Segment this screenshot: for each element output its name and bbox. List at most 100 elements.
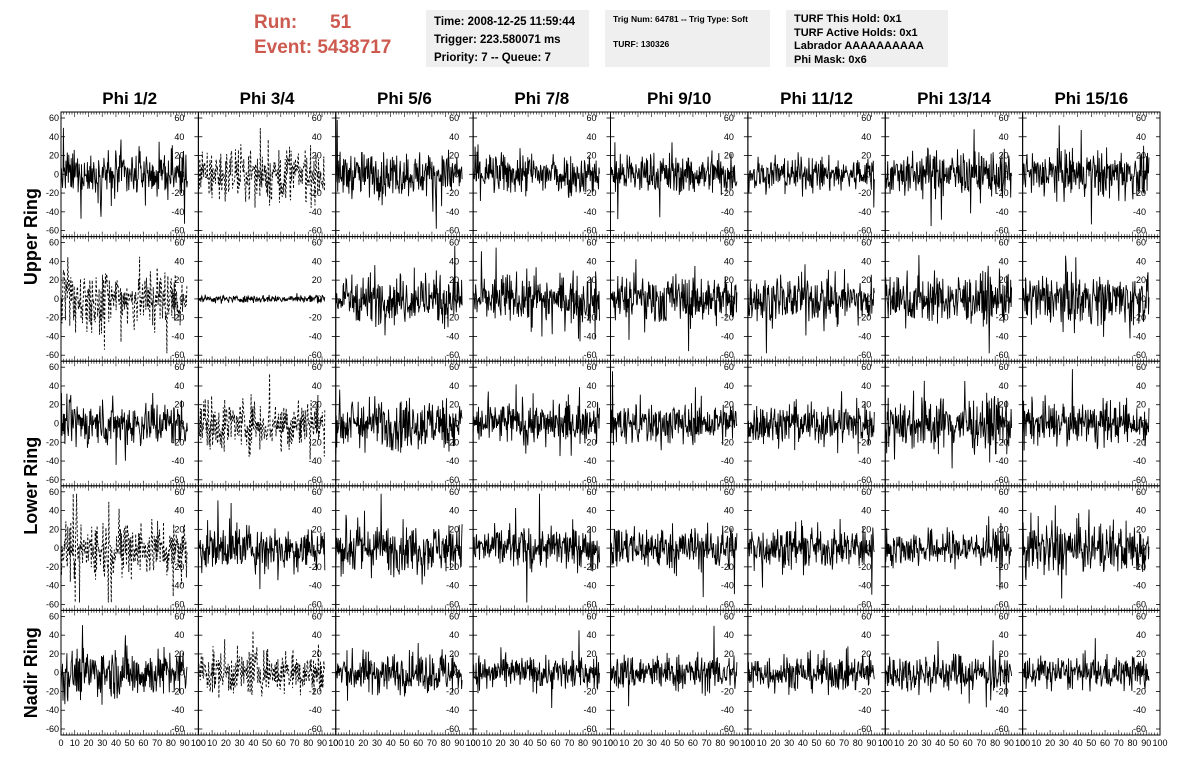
y-tick-label: 40	[861, 506, 871, 516]
y-tick-label: -20	[858, 437, 871, 447]
y-tick-label: 0	[54, 419, 59, 429]
y-tick-label: 40	[49, 630, 59, 640]
waveform-trace	[884, 255, 1013, 354]
y-tick-label: 20	[312, 151, 322, 161]
y-tick-label: -60	[1133, 599, 1146, 609]
run-event-header: Run: 51 Event: 5438717	[254, 10, 391, 60]
y-tick-label: -20	[446, 437, 459, 447]
waveform-trace	[197, 500, 326, 590]
x-tick-label: 10	[482, 738, 492, 748]
x-tick-label: 30	[509, 738, 519, 748]
x-tick-label: 0	[196, 738, 201, 748]
y-tick-label: 20	[1136, 275, 1146, 285]
x-tick-label: 80	[578, 738, 588, 748]
y-tick-label: 60	[449, 113, 459, 123]
column-title: Phi 5/6	[377, 89, 432, 108]
y-tick-label: 40	[312, 506, 322, 516]
waveform-trace	[747, 646, 875, 696]
y-tick-label: -20	[858, 313, 871, 323]
y-tick-label: -40	[309, 207, 322, 217]
y-tick-label: 60	[586, 238, 596, 248]
labrador-text: Labrador AAAAAAAAAA	[794, 40, 924, 52]
x-tick-label: 90	[317, 738, 327, 748]
y-tick-label: -40	[171, 705, 184, 715]
y-tick-label: 40	[724, 506, 734, 516]
waveform-trace	[197, 293, 326, 304]
x-tick-label: 60	[688, 738, 698, 748]
y-tick-label: -40	[996, 581, 1009, 591]
run-number: 51	[330, 12, 352, 33]
y-tick-label: -20	[171, 562, 184, 572]
x-tick-label: 100	[191, 738, 206, 748]
waveform-trace	[335, 389, 463, 454]
x-tick-label: 90	[180, 738, 190, 748]
x-tick-label: 100	[740, 738, 755, 748]
y-tick-label: -40	[858, 207, 871, 217]
y-tick-label: 60	[174, 113, 184, 123]
y-tick-label: 20	[724, 524, 734, 534]
y-tick-label: -40	[446, 705, 459, 715]
y-tick-label: -20	[171, 313, 184, 323]
column-title: Phi 11/12	[780, 89, 853, 108]
y-tick-label: -60	[1133, 350, 1146, 360]
y-tick-label: -20	[309, 562, 322, 572]
y-tick-label: -20	[309, 686, 322, 696]
y-tick-label: 60	[724, 487, 734, 497]
x-tick-label: 50	[399, 738, 409, 748]
y-tick-label: -60	[858, 724, 871, 734]
waveform-trace	[472, 630, 600, 709]
y-tick-label: -20	[583, 562, 596, 572]
x-tick-label: 30	[647, 738, 657, 748]
y-tick-label: 0	[54, 668, 59, 678]
waveform-trace	[1022, 369, 1150, 451]
y-tick-label: -40	[446, 581, 459, 591]
y-tick-label: 0	[729, 419, 734, 429]
y-tick-label: 60	[586, 487, 596, 497]
x-tick-label: 100	[878, 738, 893, 748]
y-tick-label: -40	[46, 331, 59, 341]
waveform-trace	[472, 493, 600, 603]
y-tick-label: -60	[171, 475, 184, 485]
y-tick-label: 20	[999, 524, 1009, 534]
y-tick-label: -60	[583, 599, 596, 609]
y-tick-label: 20	[861, 275, 871, 285]
waveform-trace	[335, 642, 463, 701]
y-tick-label: -40	[858, 705, 871, 715]
y-tick-label: 0	[866, 419, 871, 429]
y-tick-label: 40	[174, 506, 184, 516]
panel-frame	[197, 360, 337, 487]
y-tick-label: 40	[449, 630, 459, 640]
y-tick-label: 60	[724, 238, 734, 248]
y-tick-label: 40	[724, 381, 734, 391]
y-tick-label: 40	[449, 256, 459, 266]
y-tick-label: 60	[49, 238, 59, 248]
y-tick-label: -60	[996, 350, 1009, 360]
x-tick-label: 50	[812, 738, 822, 748]
y-tick-label: -20	[583, 686, 596, 696]
y-tick-label: 40	[49, 132, 59, 142]
waveform-trace	[884, 380, 1013, 469]
y-tick-label: 60	[1136, 113, 1146, 123]
y-tick-label: -20	[171, 437, 184, 447]
y-tick-label: -20	[721, 313, 734, 323]
y-tick-label: -40	[721, 207, 734, 217]
y-tick-label: -40	[1133, 207, 1146, 217]
y-tick-label: -60	[996, 475, 1009, 485]
y-tick-label: -40	[583, 207, 596, 217]
event-label: Event:	[254, 37, 313, 58]
waveform-trace	[472, 384, 600, 457]
waveform-trace	[610, 142, 738, 220]
x-tick-label: 90	[729, 738, 739, 748]
y-tick-label: -60	[446, 226, 459, 236]
x-tick-label: 40	[111, 738, 121, 748]
waveform-trace	[1022, 125, 1150, 225]
y-tick-label: -40	[171, 331, 184, 341]
waveform-trace	[610, 371, 738, 451]
x-tick-label: 80	[441, 738, 451, 748]
y-tick-label: -60	[46, 350, 59, 360]
row-title: Lower Ring	[21, 437, 41, 535]
time-text: Time: 2008-12-25 11:59:44	[434, 16, 576, 28]
y-tick-label: 40	[174, 381, 184, 391]
x-tick-label: 30	[784, 738, 794, 748]
x-tick-label: 50	[125, 738, 135, 748]
